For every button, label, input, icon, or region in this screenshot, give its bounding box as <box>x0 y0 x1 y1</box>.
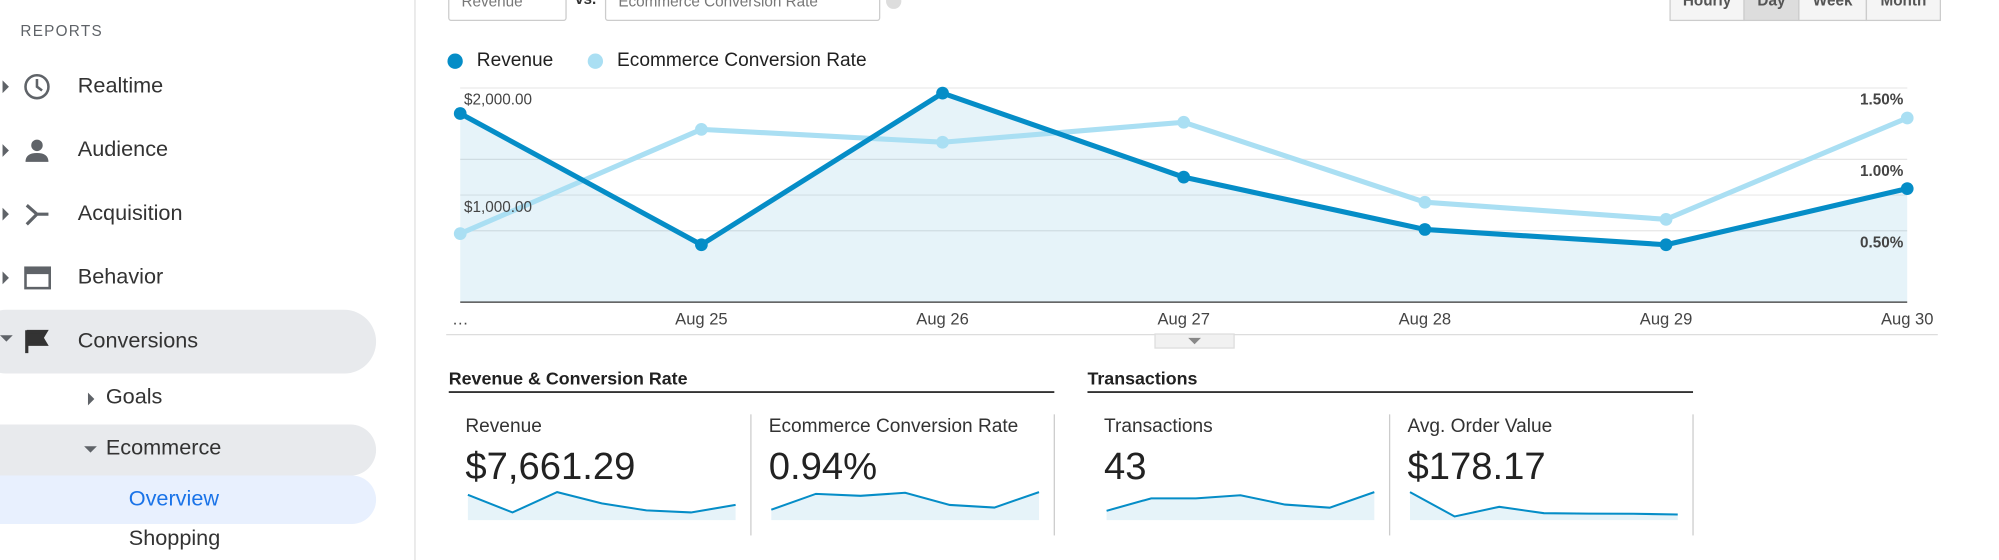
card-label: Avg. Order Value <box>1407 416 1552 437</box>
y2-tick-label: 0.50% <box>1860 235 1904 252</box>
legend-label: Revenue <box>477 50 553 71</box>
nav-page[interactable]: Overview <box>129 485 220 510</box>
granularity-label: Hourly <box>1683 0 1732 9</box>
nav-item[interactable]: Realtime <box>78 72 163 97</box>
metric-label: Ecommerce Conversion Rate <box>618 0 818 11</box>
x-tick-label: Aug 27 <box>1157 309 1210 328</box>
nav-item[interactable]: Behavior <box>78 264 163 289</box>
granularity-label: Week <box>1813 0 1853 9</box>
nav-subitem[interactable]: Ecommerce <box>106 434 222 459</box>
acquisition-icon <box>25 204 49 226</box>
granularity-button[interactable] <box>1865 0 1941 22</box>
data-point <box>936 135 949 149</box>
nav-page[interactable]: Shopping <box>129 525 221 550</box>
y-tick-label: $1,000.00 <box>464 199 532 216</box>
nav-item[interactable]: Conversions <box>78 327 199 352</box>
x-tick-label: Aug 25 <box>675 309 728 328</box>
data-point <box>1900 111 1914 125</box>
data-point <box>936 86 949 100</box>
sidebar-icons <box>0 73 97 453</box>
selected-item-bg <box>0 309 377 374</box>
x-tick-label: Aug 28 <box>1399 309 1452 328</box>
data-point <box>695 123 708 136</box>
selected-subitem-bg <box>0 424 377 476</box>
collapse-arrow[interactable] <box>0 335 13 342</box>
x-tick-label: Aug 29 <box>1640 309 1693 328</box>
sparkline <box>1106 491 1375 512</box>
card-value: 43 <box>1104 445 1147 488</box>
nav-item[interactable]: Audience <box>78 136 168 161</box>
sparkline-area <box>467 492 736 521</box>
vs-label: vs. <box>575 0 596 8</box>
sparkline <box>770 491 1040 511</box>
active-page-bg <box>0 475 377 524</box>
sparkline-area <box>771 492 1040 521</box>
card-value: $7,661.29 <box>465 445 635 488</box>
person-icon <box>31 139 43 152</box>
legend-swatch <box>587 53 604 69</box>
granularity-buttons: Hourly Day Week Month <box>1669 0 1941 22</box>
remove-button[interactable] <box>886 0 902 9</box>
collapse-arrow[interactable] <box>84 446 97 453</box>
clock-icon <box>24 73 50 100</box>
data-point <box>453 227 467 240</box>
nav-subitem[interactable]: Goals <box>106 383 163 408</box>
x-tick-label: … <box>452 309 469 328</box>
data-point <box>695 238 708 252</box>
y2-tick-label: 1.50% <box>1860 92 1904 109</box>
metric-label: Revenue <box>462 0 523 11</box>
data-point <box>1900 182 1914 196</box>
series-area <box>460 93 1908 303</box>
data-point <box>1659 212 1673 226</box>
section-title: Revenue & Conversion Rate <box>449 369 688 389</box>
person-body <box>25 152 49 162</box>
card-value: $178.17 <box>1407 445 1545 488</box>
legend-label: Ecommerce Conversion Rate <box>617 50 867 71</box>
collapse-tab-arrow <box>1188 337 1201 345</box>
section-label: REPORTS <box>20 23 103 40</box>
data-point <box>1177 115 1191 129</box>
granularity-label: Day <box>1757 0 1786 9</box>
nav-item[interactable]: Acquisition <box>78 200 183 225</box>
y2-tick-label: 1.00% <box>1860 163 1904 180</box>
chart: Revenue Ecommerce Conversion Rate $1,000.0… <box>447 50 1933 328</box>
card-label: Revenue <box>465 416 542 437</box>
card-value: 0.94% <box>769 445 877 488</box>
behavior-icon-bar <box>25 267 50 275</box>
sparkline-area <box>1410 492 1678 521</box>
card-label: Transactions <box>1104 416 1213 437</box>
metric-dropdown[interactable] <box>604 0 881 22</box>
x-tick-label: Aug 26 <box>916 309 969 328</box>
data-point <box>453 107 467 120</box>
sparkline <box>1409 491 1678 518</box>
section-title: Transactions <box>1087 369 1197 389</box>
flag-icon <box>25 329 49 354</box>
data-point <box>1659 238 1673 252</box>
data-point <box>1418 195 1432 209</box>
metric-dropdown[interactable] <box>448 0 567 22</box>
card-label: Ecommerce Conversion Rate <box>769 416 1019 437</box>
clock-hands <box>35 79 43 92</box>
y-tick-label: $2,000.00 <box>464 92 532 109</box>
data-point <box>1177 170 1191 184</box>
scorecards: Revenue & Conversion Rate Revenue $7,661.2… <box>449 369 1694 536</box>
x-tick-label: Aug 30 <box>1881 309 1934 328</box>
sparkline <box>467 491 736 514</box>
behavior-icon <box>24 266 51 290</box>
expand-arrow[interactable] <box>87 392 95 406</box>
data-point <box>1418 223 1432 236</box>
legend-swatch <box>447 53 463 69</box>
granularity-label: Month <box>1880 0 1926 9</box>
